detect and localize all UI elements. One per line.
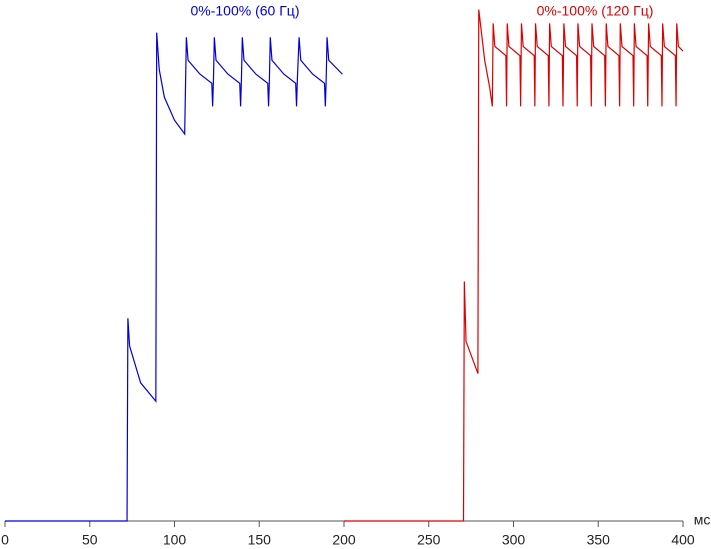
x-tick-label: 100 (163, 532, 187, 548)
x-tick-label: 50 (82, 532, 98, 548)
data-line (344, 9, 684, 522)
x-tick-label: 350 (587, 532, 611, 548)
x-tick-label: 400 (671, 532, 695, 548)
x-tick-label: 300 (502, 532, 526, 548)
x-tick-label: 0 (1, 532, 9, 548)
series-label: 0%-100% (60 Гц) (191, 3, 300, 19)
data-line (5, 32, 343, 522)
x-axis-label: мс (694, 512, 711, 528)
x-tick-label: 150 (248, 532, 272, 548)
series-label: 0%-100% (120 Гц) (537, 3, 654, 19)
x-tick-label: 200 (332, 532, 356, 548)
x-tick-label: 250 (417, 532, 441, 548)
